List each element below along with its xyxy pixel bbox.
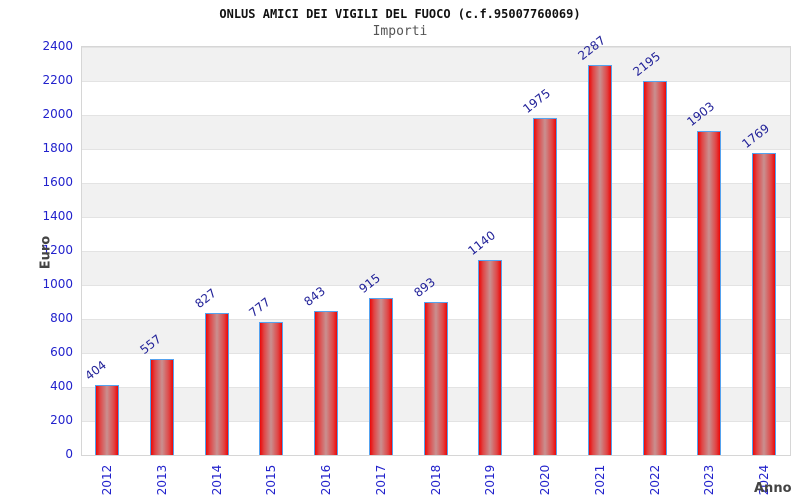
y-tick-label: 2400: [42, 39, 73, 53]
bar-value-label: 827: [191, 286, 219, 312]
bar-value-label: 1769: [739, 121, 773, 152]
y-tick-label: 1200: [42, 243, 73, 257]
bar-value-label: 843: [301, 283, 329, 309]
x-tick-label: 2020: [538, 464, 552, 496]
x-tick-label: 2018: [428, 464, 443, 496]
x-tick-label: 2013: [154, 464, 169, 496]
bar-value-label: 1140: [465, 228, 499, 259]
y-tick-label: 2200: [42, 73, 73, 87]
y-tick-label: 400: [50, 379, 73, 393]
x-axis-title: Anno: [754, 481, 792, 496]
x-tick-label: 2022: [647, 464, 662, 496]
y-tick-label: 1600: [42, 175, 73, 189]
bar: [314, 310, 338, 455]
x-tick-label: 2021: [592, 464, 607, 496]
bar-value-label: 1903: [684, 98, 718, 129]
bar: [478, 260, 503, 455]
y-tick-label: 200: [50, 413, 73, 427]
y-tick-label: 2000: [42, 107, 73, 121]
bar: [533, 118, 557, 455]
bar: [752, 153, 776, 455]
bar-value-label: 557: [137, 332, 164, 358]
y-tick-label: 1800: [42, 141, 73, 155]
bar-value-label: 404: [82, 358, 110, 384]
x-tick-label: 2012: [100, 464, 114, 496]
bar-value-label: 2195: [629, 49, 663, 79]
bar-value-label: 915: [356, 271, 383, 297]
bar: [587, 65, 612, 455]
bar: [259, 321, 284, 455]
y-axis-title: Euro: [38, 235, 54, 270]
y-tick-label: 800: [50, 311, 73, 325]
bar-value-label: 893: [410, 275, 438, 301]
bar-value-label: 1975: [520, 86, 554, 117]
x-tick-label: 2019: [483, 464, 498, 496]
y-tick-label: 1000: [42, 277, 73, 291]
chart-title: ONLUS AMICI DEI VIGILI DEL FUOCO (c.f.95…: [219, 7, 581, 21]
bar: [149, 359, 174, 455]
bar-value-label: 777: [246, 294, 274, 320]
bar: [204, 313, 229, 455]
chart-subtitle: Importi: [372, 24, 428, 39]
x-tick-label: 2016: [319, 464, 333, 496]
y-tick-label: 600: [50, 345, 73, 359]
bar: [423, 302, 448, 455]
bar: [95, 385, 119, 455]
x-tick-label: 2017: [373, 464, 388, 496]
bar: [368, 298, 393, 455]
y-tick-label: 1400: [42, 209, 73, 223]
x-tick-label: 2014: [209, 464, 224, 496]
x-tick-label: 2015: [264, 464, 279, 496]
bar: [642, 80, 667, 455]
y-tick-label: 0: [65, 447, 73, 461]
bar: [697, 130, 722, 455]
x-tick-label: 2023: [702, 464, 717, 496]
plot-area: 404 557 827 777 843 915 893 1140 1975 2287 2195 190…: [81, 33, 791, 456]
